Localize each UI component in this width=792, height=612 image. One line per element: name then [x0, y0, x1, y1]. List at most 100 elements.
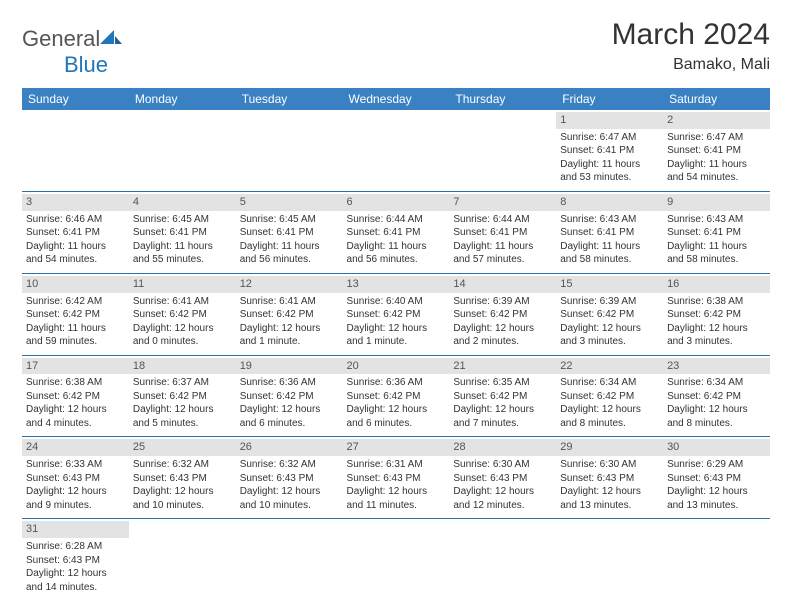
- calendar-empty-cell: [663, 519, 770, 600]
- weekday-header: Monday: [129, 88, 236, 110]
- daylight-text: Daylight: 11 hours and 59 minutes.: [26, 322, 125, 349]
- sunrise-text: Sunrise: 6:38 AM: [667, 295, 766, 309]
- calendar-body: 1Sunrise: 6:47 AMSunset: 6:41 PMDaylight…: [22, 110, 770, 600]
- sunrise-text: Sunrise: 6:34 AM: [667, 376, 766, 390]
- sunset-text: Sunset: 6:42 PM: [347, 390, 446, 404]
- day-number: 19: [236, 358, 343, 375]
- day-number: 22: [556, 358, 663, 375]
- sunset-text: Sunset: 6:43 PM: [133, 472, 232, 486]
- daylight-text: Daylight: 12 hours and 11 minutes.: [347, 485, 446, 512]
- calendar-day-cell: 21Sunrise: 6:35 AMSunset: 6:42 PMDayligh…: [449, 355, 556, 437]
- sunrise-text: Sunrise: 6:41 AM: [240, 295, 339, 309]
- sunset-text: Sunset: 6:42 PM: [133, 390, 232, 404]
- sunset-text: Sunset: 6:42 PM: [133, 308, 232, 322]
- calendar-day-cell: 27Sunrise: 6:31 AMSunset: 6:43 PMDayligh…: [343, 437, 450, 519]
- calendar-empty-cell: [343, 110, 450, 191]
- daylight-text: Daylight: 12 hours and 6 minutes.: [240, 403, 339, 430]
- sunrise-text: Sunrise: 6:29 AM: [667, 458, 766, 472]
- sunset-text: Sunset: 6:41 PM: [347, 226, 446, 240]
- calendar-week-row: 17Sunrise: 6:38 AMSunset: 6:42 PMDayligh…: [22, 355, 770, 437]
- calendar-empty-cell: [129, 519, 236, 600]
- daylight-text: Daylight: 11 hours and 54 minutes.: [667, 158, 766, 185]
- sunrise-text: Sunrise: 6:42 AM: [26, 295, 125, 309]
- sunset-text: Sunset: 6:42 PM: [560, 390, 659, 404]
- calendar-day-cell: 15Sunrise: 6:39 AMSunset: 6:42 PMDayligh…: [556, 273, 663, 355]
- logo-text-2: Blue: [64, 52, 108, 77]
- sunset-text: Sunset: 6:42 PM: [453, 390, 552, 404]
- sunset-text: Sunset: 6:43 PM: [667, 472, 766, 486]
- daylight-text: Daylight: 12 hours and 13 minutes.: [667, 485, 766, 512]
- sunrise-text: Sunrise: 6:32 AM: [240, 458, 339, 472]
- day-number: 5: [236, 194, 343, 211]
- sunset-text: Sunset: 6:41 PM: [667, 226, 766, 240]
- daylight-text: Daylight: 12 hours and 13 minutes.: [560, 485, 659, 512]
- calendar-day-cell: 11Sunrise: 6:41 AMSunset: 6:42 PMDayligh…: [129, 273, 236, 355]
- sunrise-text: Sunrise: 6:45 AM: [133, 213, 232, 227]
- calendar-empty-cell: [22, 110, 129, 191]
- daylight-text: Daylight: 12 hours and 1 minute.: [347, 322, 446, 349]
- calendar-day-cell: 3Sunrise: 6:46 AMSunset: 6:41 PMDaylight…: [22, 191, 129, 273]
- daylight-text: Daylight: 12 hours and 7 minutes.: [453, 403, 552, 430]
- daylight-text: Daylight: 12 hours and 8 minutes.: [667, 403, 766, 430]
- sunrise-text: Sunrise: 6:47 AM: [667, 131, 766, 145]
- header: GeneralBlue March 2024 Bamako, Mali: [22, 18, 770, 78]
- sunset-text: Sunset: 6:41 PM: [26, 226, 125, 240]
- sunset-text: Sunset: 6:41 PM: [667, 144, 766, 158]
- daylight-text: Daylight: 12 hours and 5 minutes.: [133, 403, 232, 430]
- calendar-day-cell: 30Sunrise: 6:29 AMSunset: 6:43 PMDayligh…: [663, 437, 770, 519]
- weekday-header: Saturday: [663, 88, 770, 110]
- calendar-table: SundayMondayTuesdayWednesdayThursdayFrid…: [22, 88, 770, 600]
- calendar-day-cell: 2 Sunrise: 6:47 AMSunset: 6:41 PMDaylight…: [663, 110, 770, 191]
- daylight-text: Daylight: 12 hours and 8 minutes.: [560, 403, 659, 430]
- sunrise-text: Sunrise: 6:31 AM: [347, 458, 446, 472]
- title-block: March 2024 Bamako, Mali: [612, 18, 770, 74]
- calendar-day-cell: 22Sunrise: 6:34 AMSunset: 6:42 PMDayligh…: [556, 355, 663, 437]
- day-number: 2: [663, 112, 770, 129]
- sunrise-text: Sunrise: 6:38 AM: [26, 376, 125, 390]
- calendar-day-cell: 29Sunrise: 6:30 AMSunset: 6:43 PMDayligh…: [556, 437, 663, 519]
- calendar-day-cell: 9Sunrise: 6:43 AMSunset: 6:41 PMDaylight…: [663, 191, 770, 273]
- calendar-empty-cell: [129, 110, 236, 191]
- sunrise-text: Sunrise: 6:35 AM: [453, 376, 552, 390]
- day-number: 23: [663, 358, 770, 375]
- calendar-day-cell: 7Sunrise: 6:44 AMSunset: 6:41 PMDaylight…: [449, 191, 556, 273]
- sunset-text: Sunset: 6:42 PM: [26, 308, 125, 322]
- day-number: 9: [663, 194, 770, 211]
- calendar-empty-cell: [343, 519, 450, 600]
- daylight-text: Daylight: 12 hours and 0 minutes.: [133, 322, 232, 349]
- daylight-text: Daylight: 11 hours and 55 minutes.: [133, 240, 232, 267]
- calendar-day-cell: 12Sunrise: 6:41 AMSunset: 6:42 PMDayligh…: [236, 273, 343, 355]
- daylight-text: Daylight: 11 hours and 54 minutes.: [26, 240, 125, 267]
- daylight-text: Daylight: 12 hours and 14 minutes.: [26, 567, 125, 594]
- calendar-day-cell: 6Sunrise: 6:44 AMSunset: 6:41 PMDaylight…: [343, 191, 450, 273]
- page-title: March 2024: [612, 18, 770, 52]
- calendar-day-cell: 19Sunrise: 6:36 AMSunset: 6:42 PMDayligh…: [236, 355, 343, 437]
- sunset-text: Sunset: 6:43 PM: [560, 472, 659, 486]
- calendar-day-cell: 14Sunrise: 6:39 AMSunset: 6:42 PMDayligh…: [449, 273, 556, 355]
- sunrise-text: Sunrise: 6:30 AM: [453, 458, 552, 472]
- calendar-day-cell: 4Sunrise: 6:45 AMSunset: 6:41 PMDaylight…: [129, 191, 236, 273]
- weekday-header-row: SundayMondayTuesdayWednesdayThursdayFrid…: [22, 88, 770, 110]
- calendar-day-cell: 31Sunrise: 6:28 AMSunset: 6:43 PMDayligh…: [22, 519, 129, 600]
- daylight-text: Daylight: 11 hours and 56 minutes.: [347, 240, 446, 267]
- sunset-text: Sunset: 6:41 PM: [560, 144, 659, 158]
- sunrise-text: Sunrise: 6:33 AM: [26, 458, 125, 472]
- sail-icon: [100, 26, 122, 52]
- logo-text-1: General: [22, 26, 100, 51]
- sunrise-text: Sunrise: 6:32 AM: [133, 458, 232, 472]
- day-number: 12: [236, 276, 343, 293]
- sunrise-text: Sunrise: 6:36 AM: [347, 376, 446, 390]
- day-number: 1: [556, 112, 663, 129]
- sunrise-text: Sunrise: 6:44 AM: [347, 213, 446, 227]
- sunset-text: Sunset: 6:41 PM: [133, 226, 232, 240]
- calendar-week-row: 10Sunrise: 6:42 AMSunset: 6:42 PMDayligh…: [22, 273, 770, 355]
- day-number: 27: [343, 439, 450, 456]
- calendar-week-row: 3Sunrise: 6:46 AMSunset: 6:41 PMDaylight…: [22, 191, 770, 273]
- day-number: 8: [556, 194, 663, 211]
- daylight-text: Daylight: 12 hours and 2 minutes.: [453, 322, 552, 349]
- sunrise-text: Sunrise: 6:39 AM: [453, 295, 552, 309]
- day-number: 26: [236, 439, 343, 456]
- sunset-text: Sunset: 6:42 PM: [453, 308, 552, 322]
- day-number: 13: [343, 276, 450, 293]
- day-number: 21: [449, 358, 556, 375]
